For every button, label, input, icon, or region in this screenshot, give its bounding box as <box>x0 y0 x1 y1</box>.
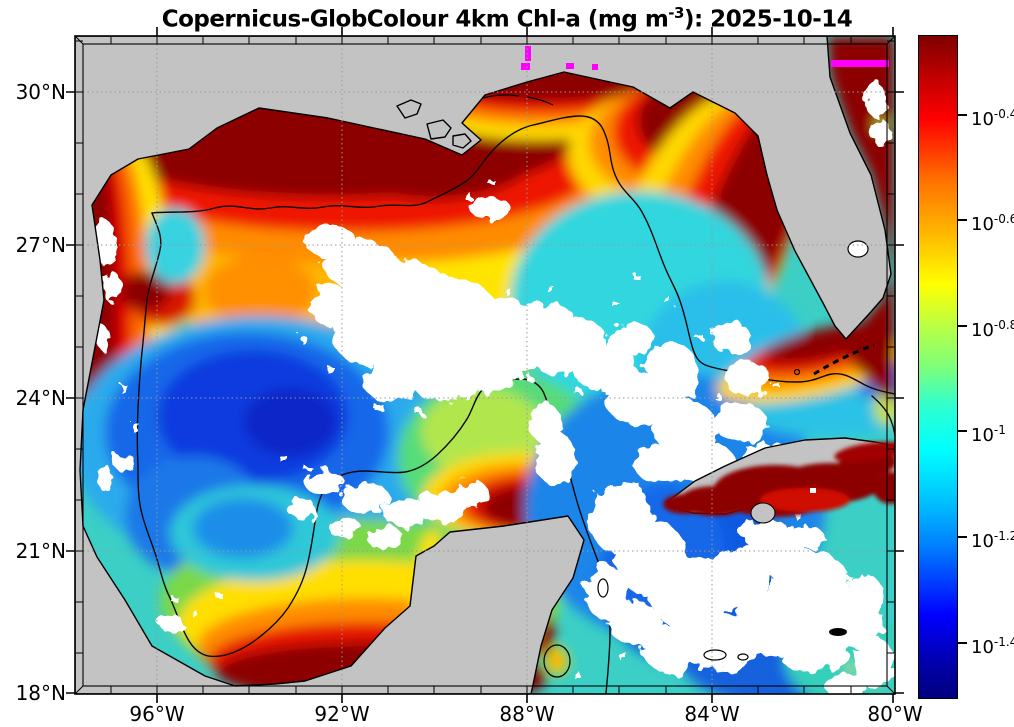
florida-keys-chain <box>813 343 875 376</box>
mississippi-delta-islands <box>396 99 472 149</box>
island-outlines <box>482 94 801 678</box>
x-tick-label-92W: 92°W <box>314 702 370 726</box>
x-tick-label-80W: 80°W <box>867 702 923 726</box>
cuba-gulf-of-batabano <box>750 502 776 524</box>
map-data-area <box>75 36 895 694</box>
colorbar-tick <box>957 219 967 221</box>
cuba-chl-overlay <box>663 441 895 517</box>
cayman-islet <box>829 628 847 636</box>
cloud-mask <box>94 80 895 694</box>
colorbar-label-2: 10-0.8 <box>971 318 1014 341</box>
lake-okeechobee <box>847 240 869 258</box>
x-tick-label-96W: 96°W <box>129 702 185 726</box>
title-exponent: -3 <box>668 4 684 22</box>
colorbar-label-5: 10-1.4 <box>971 635 1014 658</box>
colorbar-tick <box>957 325 967 327</box>
colorbar-tick <box>957 642 967 644</box>
y-tick-label-27N: 27°N <box>15 233 66 257</box>
y-tick-label-18N: 18°N <box>15 681 66 705</box>
y-tick-label-30N: 30°N <box>15 80 66 104</box>
colorbar-label-3: 10-1 <box>971 423 1006 446</box>
colorbar-tick <box>957 430 967 432</box>
graticule <box>83 44 887 686</box>
map-frame <box>66 27 904 703</box>
colorbar-tick <box>957 536 967 538</box>
cuba-cloud-pixel <box>810 488 816 493</box>
colorbar-label-4: 10-1.2 <box>971 529 1014 552</box>
colorbar <box>918 35 958 699</box>
y-tick-label-24N: 24°N <box>15 386 66 410</box>
colorbar-tick <box>957 114 967 116</box>
y-tick-label-21N: 21°N <box>15 539 66 563</box>
colorbar-label-0: 10-0.4 <box>971 107 1014 130</box>
x-tick-label-84W: 84°W <box>684 702 740 726</box>
title-prefix: Copernicus-GlobColour 4km Chl-a (mg m <box>161 6 669 33</box>
major-ticks <box>66 27 904 703</box>
saturation-stripe <box>521 46 889 70</box>
x-tick-label-88W: 88°W <box>499 702 555 726</box>
mainland-coastline <box>75 36 892 694</box>
colorbar-label-1: 10-0.6 <box>971 212 1014 235</box>
